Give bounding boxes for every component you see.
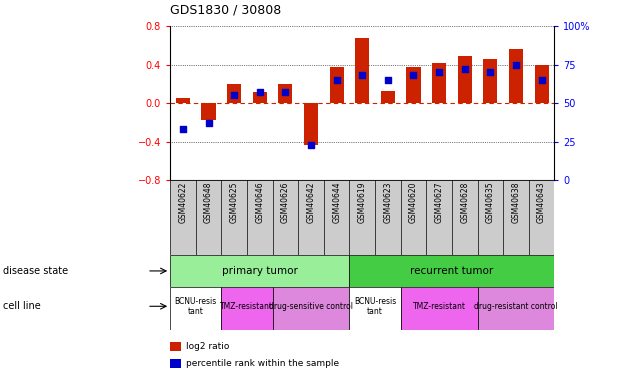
Text: BCNU-resis
tant: BCNU-resis tant — [175, 297, 217, 316]
Text: TMZ-resistant: TMZ-resistant — [220, 302, 273, 311]
FancyBboxPatch shape — [350, 287, 401, 330]
Text: GSM40623: GSM40623 — [384, 182, 392, 223]
Point — [178, 126, 188, 132]
Text: recurrent tumor: recurrent tumor — [410, 266, 493, 276]
Point — [306, 142, 316, 148]
Point — [229, 93, 239, 99]
Text: GSM40627: GSM40627 — [435, 182, 444, 223]
Text: TMZ-resistant: TMZ-resistant — [413, 302, 466, 311]
Text: GSM40642: GSM40642 — [307, 182, 316, 223]
Bar — [176, 98, 190, 103]
Text: GSM40635: GSM40635 — [486, 182, 495, 223]
Point — [537, 77, 547, 83]
Point — [203, 120, 214, 126]
Point — [408, 72, 418, 78]
Bar — [406, 67, 421, 103]
Text: GSM40625: GSM40625 — [230, 182, 239, 223]
Point — [485, 69, 495, 75]
Bar — [381, 91, 395, 103]
Bar — [170, 180, 554, 255]
Text: disease state: disease state — [3, 266, 68, 276]
Text: drug-resistant control: drug-resistant control — [474, 302, 558, 311]
Bar — [329, 67, 344, 103]
Bar — [483, 59, 498, 103]
Bar — [304, 103, 318, 146]
Bar — [227, 84, 241, 103]
Text: primary tumor: primary tumor — [222, 266, 298, 276]
Text: GSM40619: GSM40619 — [358, 182, 367, 223]
Text: GSM40638: GSM40638 — [512, 182, 520, 223]
Bar — [509, 50, 523, 103]
Text: BCNU-resis
tant: BCNU-resis tant — [354, 297, 396, 316]
Text: GDS1830 / 30808: GDS1830 / 30808 — [170, 4, 282, 17]
Bar — [355, 38, 369, 103]
Point — [383, 77, 393, 83]
Bar — [457, 56, 472, 103]
Bar — [278, 84, 292, 103]
Text: drug-sensitive control: drug-sensitive control — [269, 302, 353, 311]
Text: percentile rank within the sample: percentile rank within the sample — [186, 359, 340, 368]
Text: GSM40622: GSM40622 — [178, 182, 187, 223]
FancyBboxPatch shape — [350, 255, 554, 287]
Text: log2 ratio: log2 ratio — [186, 342, 230, 351]
Text: GSM40643: GSM40643 — [537, 182, 546, 223]
Bar — [534, 64, 549, 103]
Text: GSM40626: GSM40626 — [281, 182, 290, 223]
Bar — [253, 92, 267, 103]
Text: GSM40644: GSM40644 — [332, 182, 341, 223]
FancyBboxPatch shape — [401, 287, 478, 330]
FancyBboxPatch shape — [170, 255, 350, 287]
Point — [331, 77, 341, 83]
FancyBboxPatch shape — [478, 287, 554, 330]
Text: GSM40646: GSM40646 — [255, 182, 264, 223]
FancyBboxPatch shape — [170, 287, 221, 330]
Text: cell line: cell line — [3, 301, 41, 311]
Point — [357, 72, 367, 78]
FancyBboxPatch shape — [273, 287, 350, 330]
Point — [460, 66, 470, 72]
Bar — [202, 103, 215, 120]
Point — [511, 62, 521, 68]
Text: GSM40628: GSM40628 — [461, 182, 469, 223]
Point — [255, 89, 265, 95]
Point — [434, 69, 444, 75]
Point — [280, 89, 290, 95]
FancyBboxPatch shape — [221, 287, 273, 330]
Text: GSM40620: GSM40620 — [409, 182, 418, 223]
Bar — [432, 63, 446, 103]
Text: GSM40648: GSM40648 — [204, 182, 213, 223]
